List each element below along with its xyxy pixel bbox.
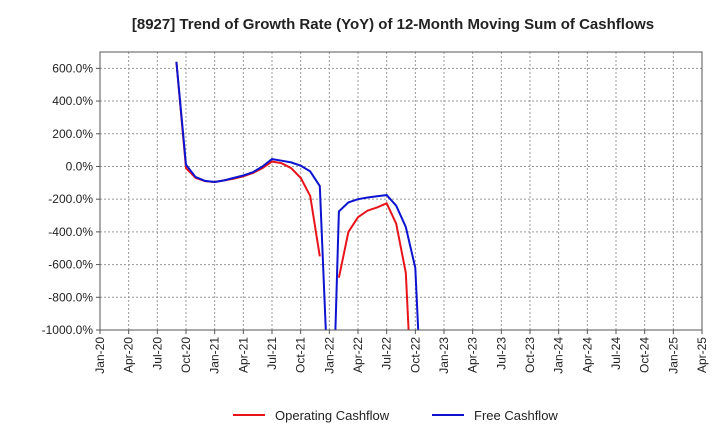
x-tick-label: Jan-20 — [93, 337, 107, 374]
x-tick-label: Oct-23 — [523, 337, 537, 373]
x-tick-label: Apr-23 — [466, 337, 480, 373]
y-axis: 600.0% 400.0% 200.0% 0.0% -200.0% -400.0% -600… — [42, 61, 100, 337]
y-tick-label: 600.0% — [52, 61, 93, 75]
x-tick-label: Jul-23 — [494, 337, 508, 370]
x-tick-label: Oct-20 — [179, 337, 193, 373]
y-tick-label: -1000.0% — [42, 323, 94, 337]
x-tick-label: Oct-21 — [294, 337, 308, 373]
y-tick-label: -800.0% — [48, 290, 93, 304]
x-tick-label: Jan-21 — [208, 337, 222, 374]
plot-area — [100, 52, 702, 330]
chart-title: [8927] Trend of Growth Rate (YoY) of 12-… — [132, 16, 654, 33]
x-tick-label: Jul-21 — [265, 337, 279, 370]
x-tick-label: Jul-22 — [380, 337, 394, 370]
x-tick-label: Apr-20 — [122, 337, 136, 373]
x-tick-label: Apr-21 — [236, 337, 250, 373]
series-line-free-cashflow — [175, 61, 327, 330]
x-tick-label: Jan-23 — [437, 337, 451, 374]
legend: Operating Cashflow Free Cashflow — [233, 408, 558, 423]
x-tick-label: Jul-20 — [150, 337, 164, 370]
x-tick-label: Oct-22 — [408, 337, 422, 373]
x-tick-label: Jan-22 — [322, 337, 336, 374]
x-axis: Jan-20 Apr-20 Jul-20 Oct-20 Jan-21 Apr-21 Jul-… — [93, 330, 709, 374]
series-line-operating-cashflow — [337, 202, 410, 330]
x-tick-label: Apr-22 — [351, 337, 365, 373]
x-tick-label: Oct-24 — [638, 337, 652, 373]
y-tick-label: -600.0% — [48, 258, 93, 272]
legend-label: Free Cashflow — [474, 408, 558, 423]
x-tick-label: Apr-25 — [695, 337, 709, 373]
y-tick-label: 200.0% — [52, 127, 93, 141]
plot-frame — [99, 51, 703, 331]
x-tick-label: Jan-24 — [552, 337, 566, 374]
x-tick-label: Jan-25 — [666, 337, 680, 374]
y-tick-label: 400.0% — [52, 94, 93, 108]
x-tick-label: Jul-24 — [609, 337, 623, 370]
y-tick-label: -200.0% — [48, 192, 93, 206]
series-group — [175, 61, 420, 330]
legend-label: Operating Cashflow — [275, 408, 390, 423]
x-tick-label: Apr-24 — [580, 337, 594, 373]
y-tick-label: 0.0% — [66, 159, 94, 173]
y-tick-label: -400.0% — [48, 225, 93, 239]
series-line-free-cashflow — [334, 194, 420, 330]
